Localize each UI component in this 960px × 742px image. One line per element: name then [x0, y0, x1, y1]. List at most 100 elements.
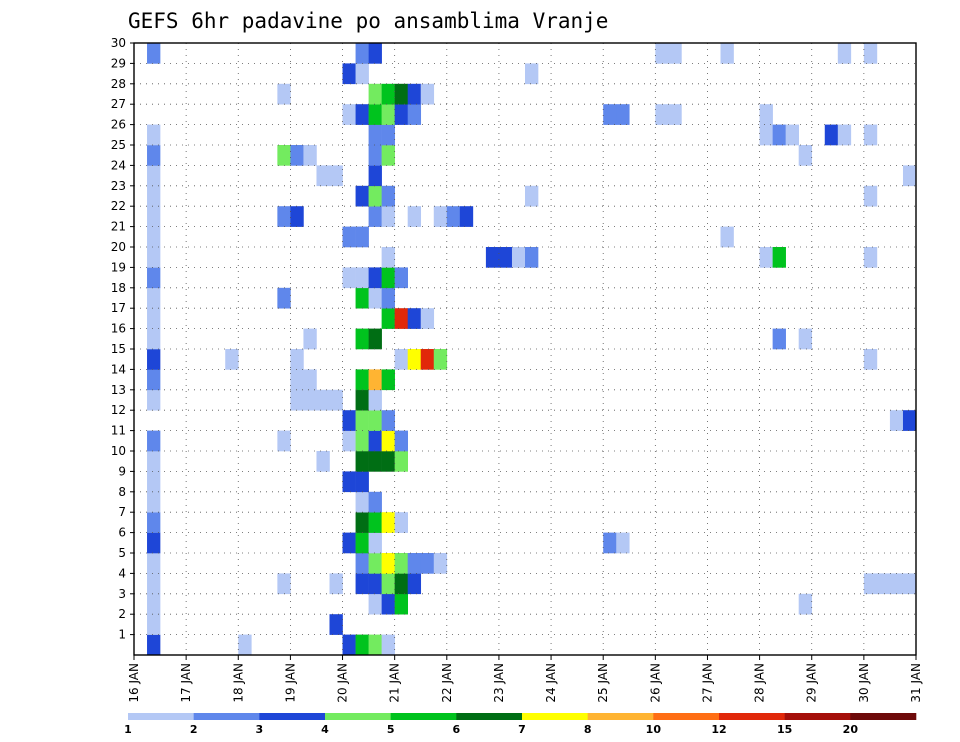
y-tick-label: 23: [111, 179, 126, 193]
heatmap-cell: [381, 185, 395, 207]
heatmap-cell: [381, 104, 395, 125]
heatmap-cell: [381, 124, 395, 146]
heatmap-cell: [147, 206, 161, 227]
legend-swatch: [587, 713, 654, 720]
x-tick-label: 24 JAN: [544, 663, 558, 703]
legend-label: 7: [518, 723, 526, 736]
x-tick-label: 27 JAN: [700, 663, 714, 703]
heatmap-cell: [225, 349, 239, 370]
heatmap-cell: [368, 573, 382, 595]
heatmap-cell: [824, 124, 839, 146]
legend-swatch: [522, 713, 588, 720]
heatmap-cell: [368, 451, 382, 472]
heatmap-cell: [837, 124, 852, 146]
y-tick-label: 26: [111, 118, 126, 132]
heatmap-cell: [355, 328, 369, 350]
x-tick-label: 18 JAN: [231, 663, 245, 703]
heatmap-cell: [876, 573, 891, 595]
heatmap-cell: [381, 206, 395, 227]
heatmap-cell: [498, 247, 513, 268]
heatmap-cell: [303, 389, 317, 411]
heatmap-cell: [525, 247, 539, 268]
heatmap-cell: [355, 553, 369, 574]
y-tick-label: 13: [111, 383, 126, 397]
heatmap-cell: [290, 349, 304, 370]
heatmap-cell: [368, 512, 382, 533]
heatmap-cell: [303, 328, 317, 350]
heatmap-cell: [355, 267, 369, 289]
heatmap-cell: [902, 165, 917, 187]
heatmap-cell: [668, 43, 682, 64]
heatmap-cell: [368, 206, 382, 227]
heatmap-cell: [381, 634, 395, 656]
y-tick-label: 6: [118, 526, 126, 540]
heatmap-cell: [902, 410, 917, 431]
heatmap-cell: [407, 104, 422, 125]
heatmap-cell: [863, 185, 878, 207]
heatmap-cell: [433, 553, 448, 574]
y-tick-label: 18: [111, 281, 126, 295]
y-tick-label: 30: [111, 36, 126, 50]
legend-swatch: [193, 713, 260, 720]
y-tick-label: 27: [111, 97, 126, 111]
heatmap-cell: [342, 410, 356, 431]
heatmap-cell: [407, 83, 422, 105]
y-tick-label: 16: [111, 322, 126, 336]
heatmap-cell: [147, 308, 161, 329]
heatmap-cell: [147, 247, 161, 268]
x-tick-label: 30 JAN: [857, 663, 871, 703]
heatmap-cell: [277, 573, 291, 595]
heatmap-cell: [368, 593, 382, 615]
heatmap-cell: [147, 532, 161, 554]
heatmap-cell: [342, 430, 356, 452]
heatmap-cell: [329, 573, 343, 595]
heatmap-cell: [603, 532, 617, 554]
y-tick-label: 3: [118, 587, 126, 601]
heatmap-cell: [342, 104, 356, 125]
legend-label: 12: [711, 723, 726, 736]
heatmap-cell: [368, 389, 382, 411]
heatmap-cells: [147, 43, 917, 656]
legend-swatch: [719, 713, 785, 720]
heatmap-cell: [355, 430, 369, 452]
heatmap-cell: [381, 430, 395, 452]
heatmap-cell: [355, 573, 369, 595]
heatmap-cell: [342, 226, 356, 248]
heatmap-cell: [329, 614, 343, 635]
heatmap-cell: [368, 491, 382, 513]
heatmap-cell: [863, 573, 878, 595]
legend-swatch: [784, 713, 851, 720]
legend-label: 10: [646, 723, 662, 736]
y-tick-label: 8: [118, 485, 126, 499]
heatmap-cell: [863, 43, 878, 64]
heatmap-cell: [147, 267, 161, 289]
heatmap-cell: [381, 308, 395, 329]
heatmap-cell: [485, 247, 500, 268]
y-tick-label: 21: [111, 220, 126, 234]
heatmap-cell: [355, 410, 369, 431]
heatmap-cell: [381, 369, 395, 391]
heatmap-cell: [355, 185, 369, 207]
heatmap-cell: [147, 145, 161, 166]
heatmap-cell: [368, 410, 382, 431]
heatmap-cell: [368, 145, 382, 166]
y-tick-label: 14: [111, 362, 126, 376]
heatmap-cell: [238, 634, 252, 656]
y-axis-ticks: 1234567891011121314151617181920212223242…: [111, 36, 134, 642]
heatmap-cell: [355, 43, 369, 64]
heatmap-cell: [355, 287, 369, 309]
heatmap-cell: [798, 328, 813, 350]
heatmap-cell: [407, 206, 422, 227]
heatmap-cell: [355, 226, 369, 248]
heatmap-cell: [772, 124, 786, 146]
heatmap-cell: [147, 287, 161, 309]
y-tick-label: 4: [118, 566, 126, 580]
heatmap-cell: [381, 512, 395, 533]
heatmap-cell: [433, 349, 448, 370]
heatmap-cell: [394, 430, 408, 452]
heatmap-cell: [290, 206, 304, 227]
y-tick-label: 20: [111, 240, 126, 254]
legend-swatch: [325, 713, 391, 720]
heatmap-cell: [368, 185, 382, 207]
